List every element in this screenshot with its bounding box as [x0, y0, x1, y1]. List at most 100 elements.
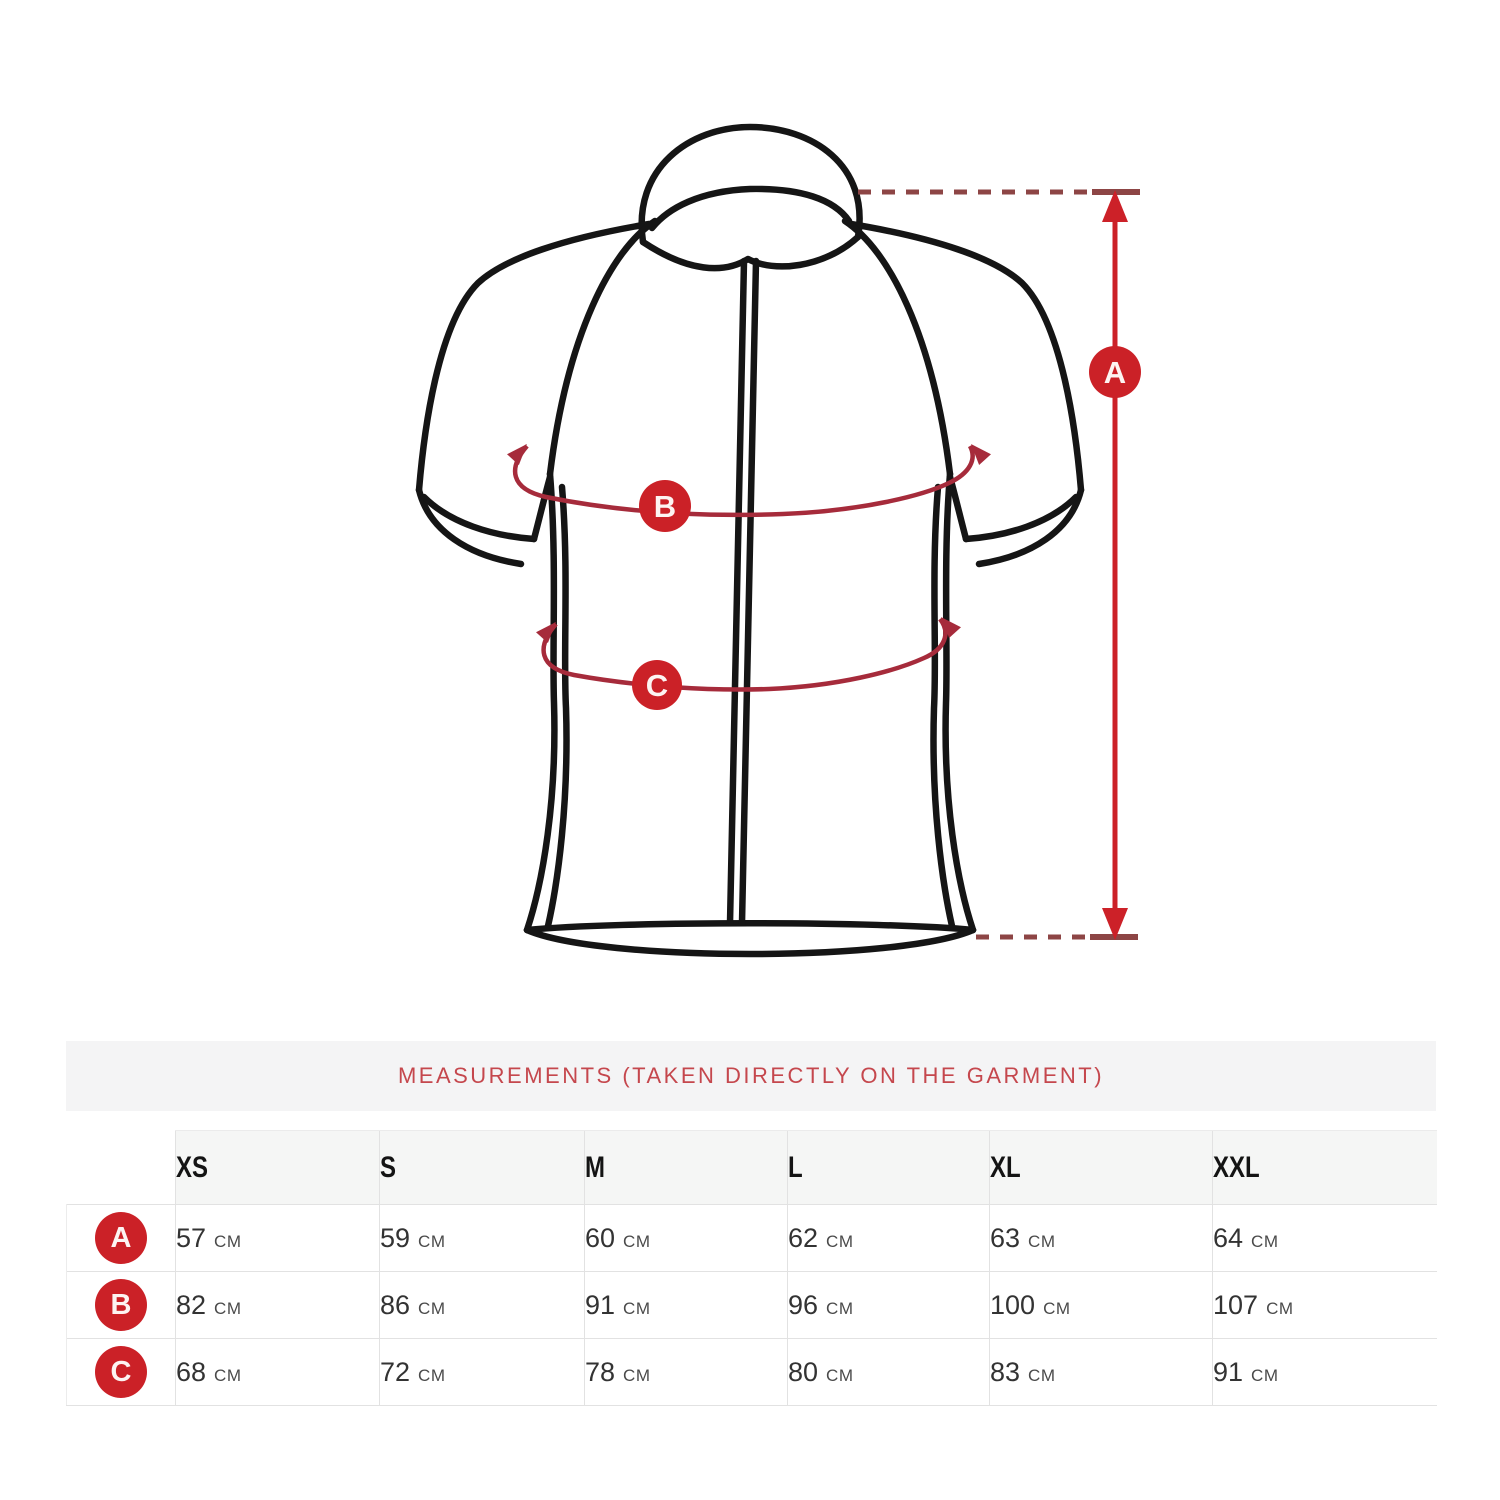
measurement-unit: cm — [214, 1365, 242, 1385]
measurement-value: 82 — [176, 1289, 207, 1320]
measurement-value: 107 — [1213, 1289, 1259, 1320]
measurement-value: 96 — [788, 1289, 819, 1320]
measure-c-marker-label: C — [646, 668, 668, 703]
measurement-unit: cm — [623, 1365, 651, 1385]
measurement-value-cell: 78 cm — [584, 1338, 788, 1406]
measurement-value-cell: 80 cm — [787, 1338, 990, 1406]
measurement-row-c: C 68 cm 72 cm 78 cm 80 cm 83 cm 91 cm — [66, 1338, 1437, 1406]
measurement-unit: cm — [214, 1298, 242, 1318]
size-label: S — [380, 1150, 397, 1184]
measurement-unit: cm — [1251, 1365, 1279, 1385]
measurement-unit: cm — [418, 1231, 446, 1251]
size-label: L — [788, 1150, 803, 1184]
measurement-value: 78 — [585, 1356, 616, 1387]
measurement-value-cell: 62 cm — [787, 1204, 990, 1272]
size-column-header: S — [379, 1130, 585, 1205]
jersey-measurement-diagram: A B C — [415, 123, 1143, 958]
measurement-value-cell: 68 cm — [175, 1338, 380, 1406]
measurement-value-cell: 96 cm — [787, 1271, 990, 1339]
measurement-value-cell: 72 cm — [379, 1338, 585, 1406]
measure-a-annotation — [858, 189, 1143, 940]
measurement-unit: cm — [1043, 1298, 1071, 1318]
measurement-unit: cm — [1028, 1231, 1056, 1251]
table-corner-cell — [66, 1130, 176, 1205]
measurement-value: 62 — [788, 1222, 819, 1253]
measurement-unit: cm — [623, 1298, 651, 1318]
measurement-value: 64 — [1213, 1222, 1244, 1253]
measure-a-marker — [1089, 346, 1141, 398]
measure-b-badge: B — [95, 1279, 147, 1331]
measure-c-arrow-left — [536, 622, 556, 643]
measure-b-annotation — [507, 444, 991, 518]
jersey-diagram-svg: A B C — [415, 123, 1143, 958]
measurement-value: 57 — [176, 1222, 207, 1253]
measure-a-arrow-down — [1102, 908, 1128, 940]
measurement-value: 72 — [380, 1356, 411, 1387]
row-label-cell: B — [66, 1271, 176, 1339]
measurement-unit: cm — [1028, 1365, 1056, 1385]
size-column-header: XS — [175, 1130, 380, 1205]
measure-b-arrow-left — [507, 444, 527, 465]
measurement-row-a: A 57 cm 59 cm 60 cm 62 cm 63 cm 64 cm — [66, 1204, 1437, 1272]
measure-marker-badges: A B C — [632, 346, 1141, 710]
measurement-value-cell: 82 cm — [175, 1271, 380, 1339]
measurement-value: 68 — [176, 1356, 207, 1387]
measurement-value: 60 — [585, 1222, 616, 1253]
measurement-value: 63 — [990, 1222, 1021, 1253]
size-column-header: XXL — [1212, 1130, 1437, 1205]
size-header-row: XS S M L XL XXL — [66, 1130, 1437, 1205]
measurement-value-cell: 63 cm — [989, 1204, 1213, 1272]
measure-b-arrow-right — [971, 444, 991, 465]
measurement-unit: cm — [214, 1231, 242, 1251]
measure-c-arrow-right — [941, 617, 961, 638]
measurement-value: 83 — [990, 1356, 1021, 1387]
measurement-value: 91 — [1213, 1356, 1244, 1387]
measurement-value-cell: 91 cm — [584, 1271, 788, 1339]
measurements-title-band: MEASUREMENTS (TAKEN DIRECTLY ON THE GARM… — [66, 1041, 1436, 1111]
size-label: XS — [176, 1150, 209, 1184]
measurement-value-cell: 60 cm — [584, 1204, 788, 1272]
measurement-unit: cm — [418, 1298, 446, 1318]
measurement-value-cell: 107 cm — [1212, 1271, 1437, 1339]
size-label: M — [585, 1150, 605, 1184]
measurement-value-cell: 83 cm — [989, 1338, 1213, 1406]
measure-b-marker-label: B — [654, 489, 676, 524]
measurement-unit: cm — [418, 1365, 446, 1385]
measure-b-marker — [639, 480, 691, 532]
row-label-cell: A — [66, 1204, 176, 1272]
measurements-title: MEASUREMENTS (TAKEN DIRECTLY ON THE GARM… — [397, 1063, 1105, 1088]
size-label: XL — [990, 1150, 1021, 1184]
measure-a-badge: A — [95, 1212, 147, 1264]
measurement-value-cell: 59 cm — [379, 1204, 585, 1272]
measurement-unit: cm — [826, 1231, 854, 1251]
measure-a-marker-label: A — [1104, 355, 1126, 390]
size-label: XXL — [1213, 1150, 1260, 1184]
measure-a-arrow-up — [1102, 190, 1128, 222]
size-column-header: M — [584, 1130, 788, 1205]
measurements-table: XS S M L XL XXL A 57 cm 59 cm 60 cm 62 cm 63 cm 64 cm B 82 c… — [66, 1130, 1437, 1406]
measure-c-marker — [632, 660, 682, 710]
measurement-value-cell: 100 cm — [989, 1271, 1213, 1339]
measurement-value: 100 — [990, 1289, 1036, 1320]
measurements-table-body: A 57 cm 59 cm 60 cm 62 cm 63 cm 64 cm B 82 cm 86 cm 91 cm 96… — [66, 1204, 1437, 1406]
measurement-unit: cm — [826, 1298, 854, 1318]
measurement-value: 86 — [380, 1289, 411, 1320]
measurement-value: 80 — [788, 1356, 819, 1387]
measurement-value: 91 — [585, 1289, 616, 1320]
measurement-unit: cm — [623, 1231, 651, 1251]
row-label-cell: C — [66, 1338, 176, 1406]
measurement-value-cell: 91 cm — [1212, 1338, 1437, 1406]
measurement-value-cell: 57 cm — [175, 1204, 380, 1272]
measurement-value: 59 — [380, 1222, 411, 1253]
measurement-row-b: B 82 cm 86 cm 91 cm 96 cm 100 cm 107 cm — [66, 1271, 1437, 1339]
jersey-outline — [415, 123, 1085, 958]
measurement-value-cell: 86 cm — [379, 1271, 585, 1339]
size-column-header: L — [787, 1130, 990, 1205]
measure-c-badge: C — [95, 1346, 147, 1398]
measurement-unit: cm — [1266, 1298, 1294, 1318]
measurement-unit: cm — [826, 1365, 854, 1385]
size-column-header: XL — [989, 1130, 1213, 1205]
measure-c-annotation — [536, 617, 961, 692]
measurement-value-cell: 64 cm — [1212, 1204, 1437, 1272]
